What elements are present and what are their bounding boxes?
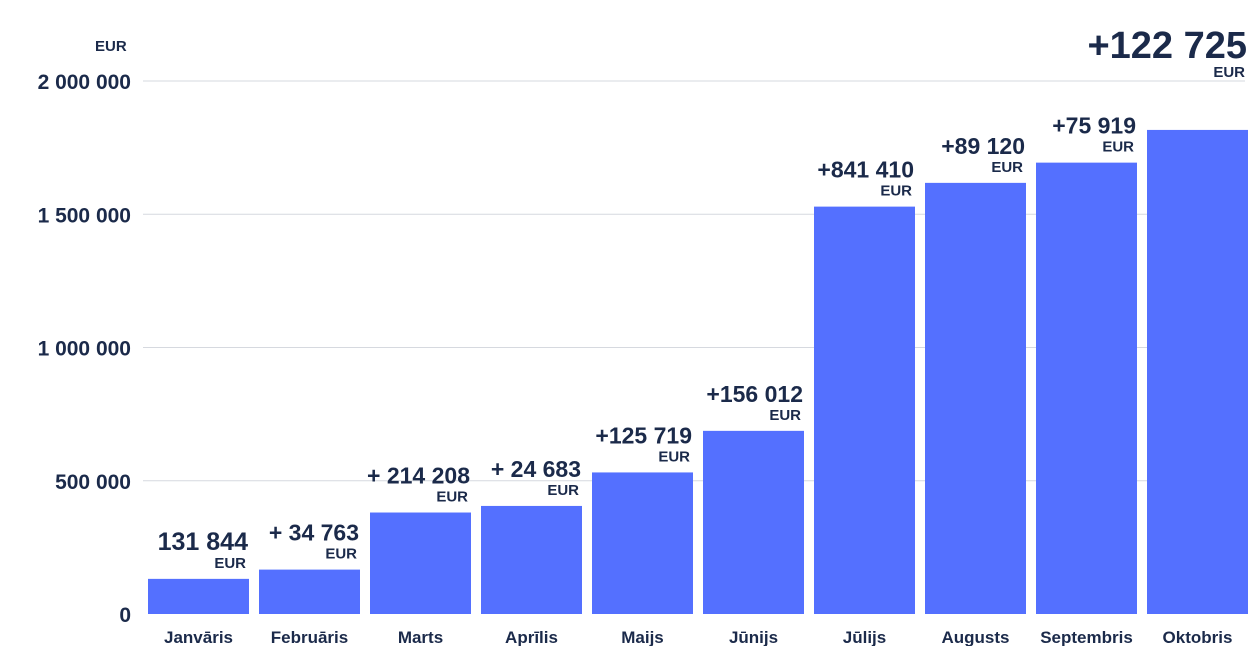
bar: [1147, 129, 1248, 615]
x-axis-ticks: Janvāris Februāris Marts Aprīlis Maijs Jūnijs…: [164, 628, 1232, 646]
bar: [703, 430, 804, 614]
data-label: +89 120: [941, 133, 1025, 159]
data-label-unit: EUR: [1213, 64, 1245, 81]
bars: [148, 129, 1248, 615]
bar: [370, 512, 471, 614]
bar: [1036, 162, 1137, 614]
x-tick-label: Jūnijs: [729, 628, 778, 646]
data-label: + 34 763: [269, 520, 359, 546]
data-label: +841 410: [817, 157, 914, 183]
data-label: +156 012: [706, 381, 803, 407]
y-tick-label: 1 500 000: [38, 204, 131, 227]
data-label-unit: EUR: [325, 546, 357, 563]
x-tick-label: Februāris: [271, 628, 348, 646]
data-label-unit: EUR: [547, 482, 579, 499]
x-tick-label: Augusts: [942, 628, 1010, 646]
data-label: 131 844: [158, 528, 248, 556]
data-label: + 24 683: [491, 456, 581, 482]
x-tick-label: Septembris: [1040, 628, 1133, 646]
y-tick-label: 2 000 000: [38, 71, 131, 94]
x-tick-label: Janvāris: [164, 628, 233, 646]
y-tick-label: 500 000: [55, 471, 131, 494]
data-label: +125 719: [595, 422, 692, 448]
bar: [481, 505, 582, 614]
x-tick-label: Jūlijs: [843, 628, 886, 646]
bar: [148, 578, 249, 614]
x-tick-label: Maijs: [621, 628, 664, 646]
y-tick-label: 1 000 000: [38, 338, 131, 361]
x-tick-label: Oktobris: [1163, 628, 1233, 646]
y-tick-label: 0: [119, 604, 131, 627]
data-label-unit: EUR: [769, 407, 801, 424]
bar: [259, 569, 360, 614]
data-label-unit: EUR: [991, 159, 1023, 176]
data-label-unit: EUR: [436, 489, 468, 506]
data-label: +122 725: [1087, 25, 1247, 67]
data-label-unit: EUR: [880, 183, 912, 200]
data-label-unit: EUR: [214, 555, 246, 572]
data-label-unit: EUR: [1102, 139, 1134, 156]
data-label: + 214 208: [367, 463, 470, 489]
bar: [925, 182, 1026, 614]
x-tick-label: Aprīlis: [505, 628, 558, 646]
bar: [592, 472, 693, 614]
data-label: +75 919: [1052, 113, 1136, 139]
y-axis-ticks: 0 500 000 1 000 000 1 500 000 2 000 000: [38, 71, 131, 627]
bar: [814, 206, 915, 614]
y-axis-unit: EUR: [95, 38, 127, 55]
data-label-unit: EUR: [658, 448, 690, 465]
x-tick-label: Marts: [398, 628, 443, 646]
